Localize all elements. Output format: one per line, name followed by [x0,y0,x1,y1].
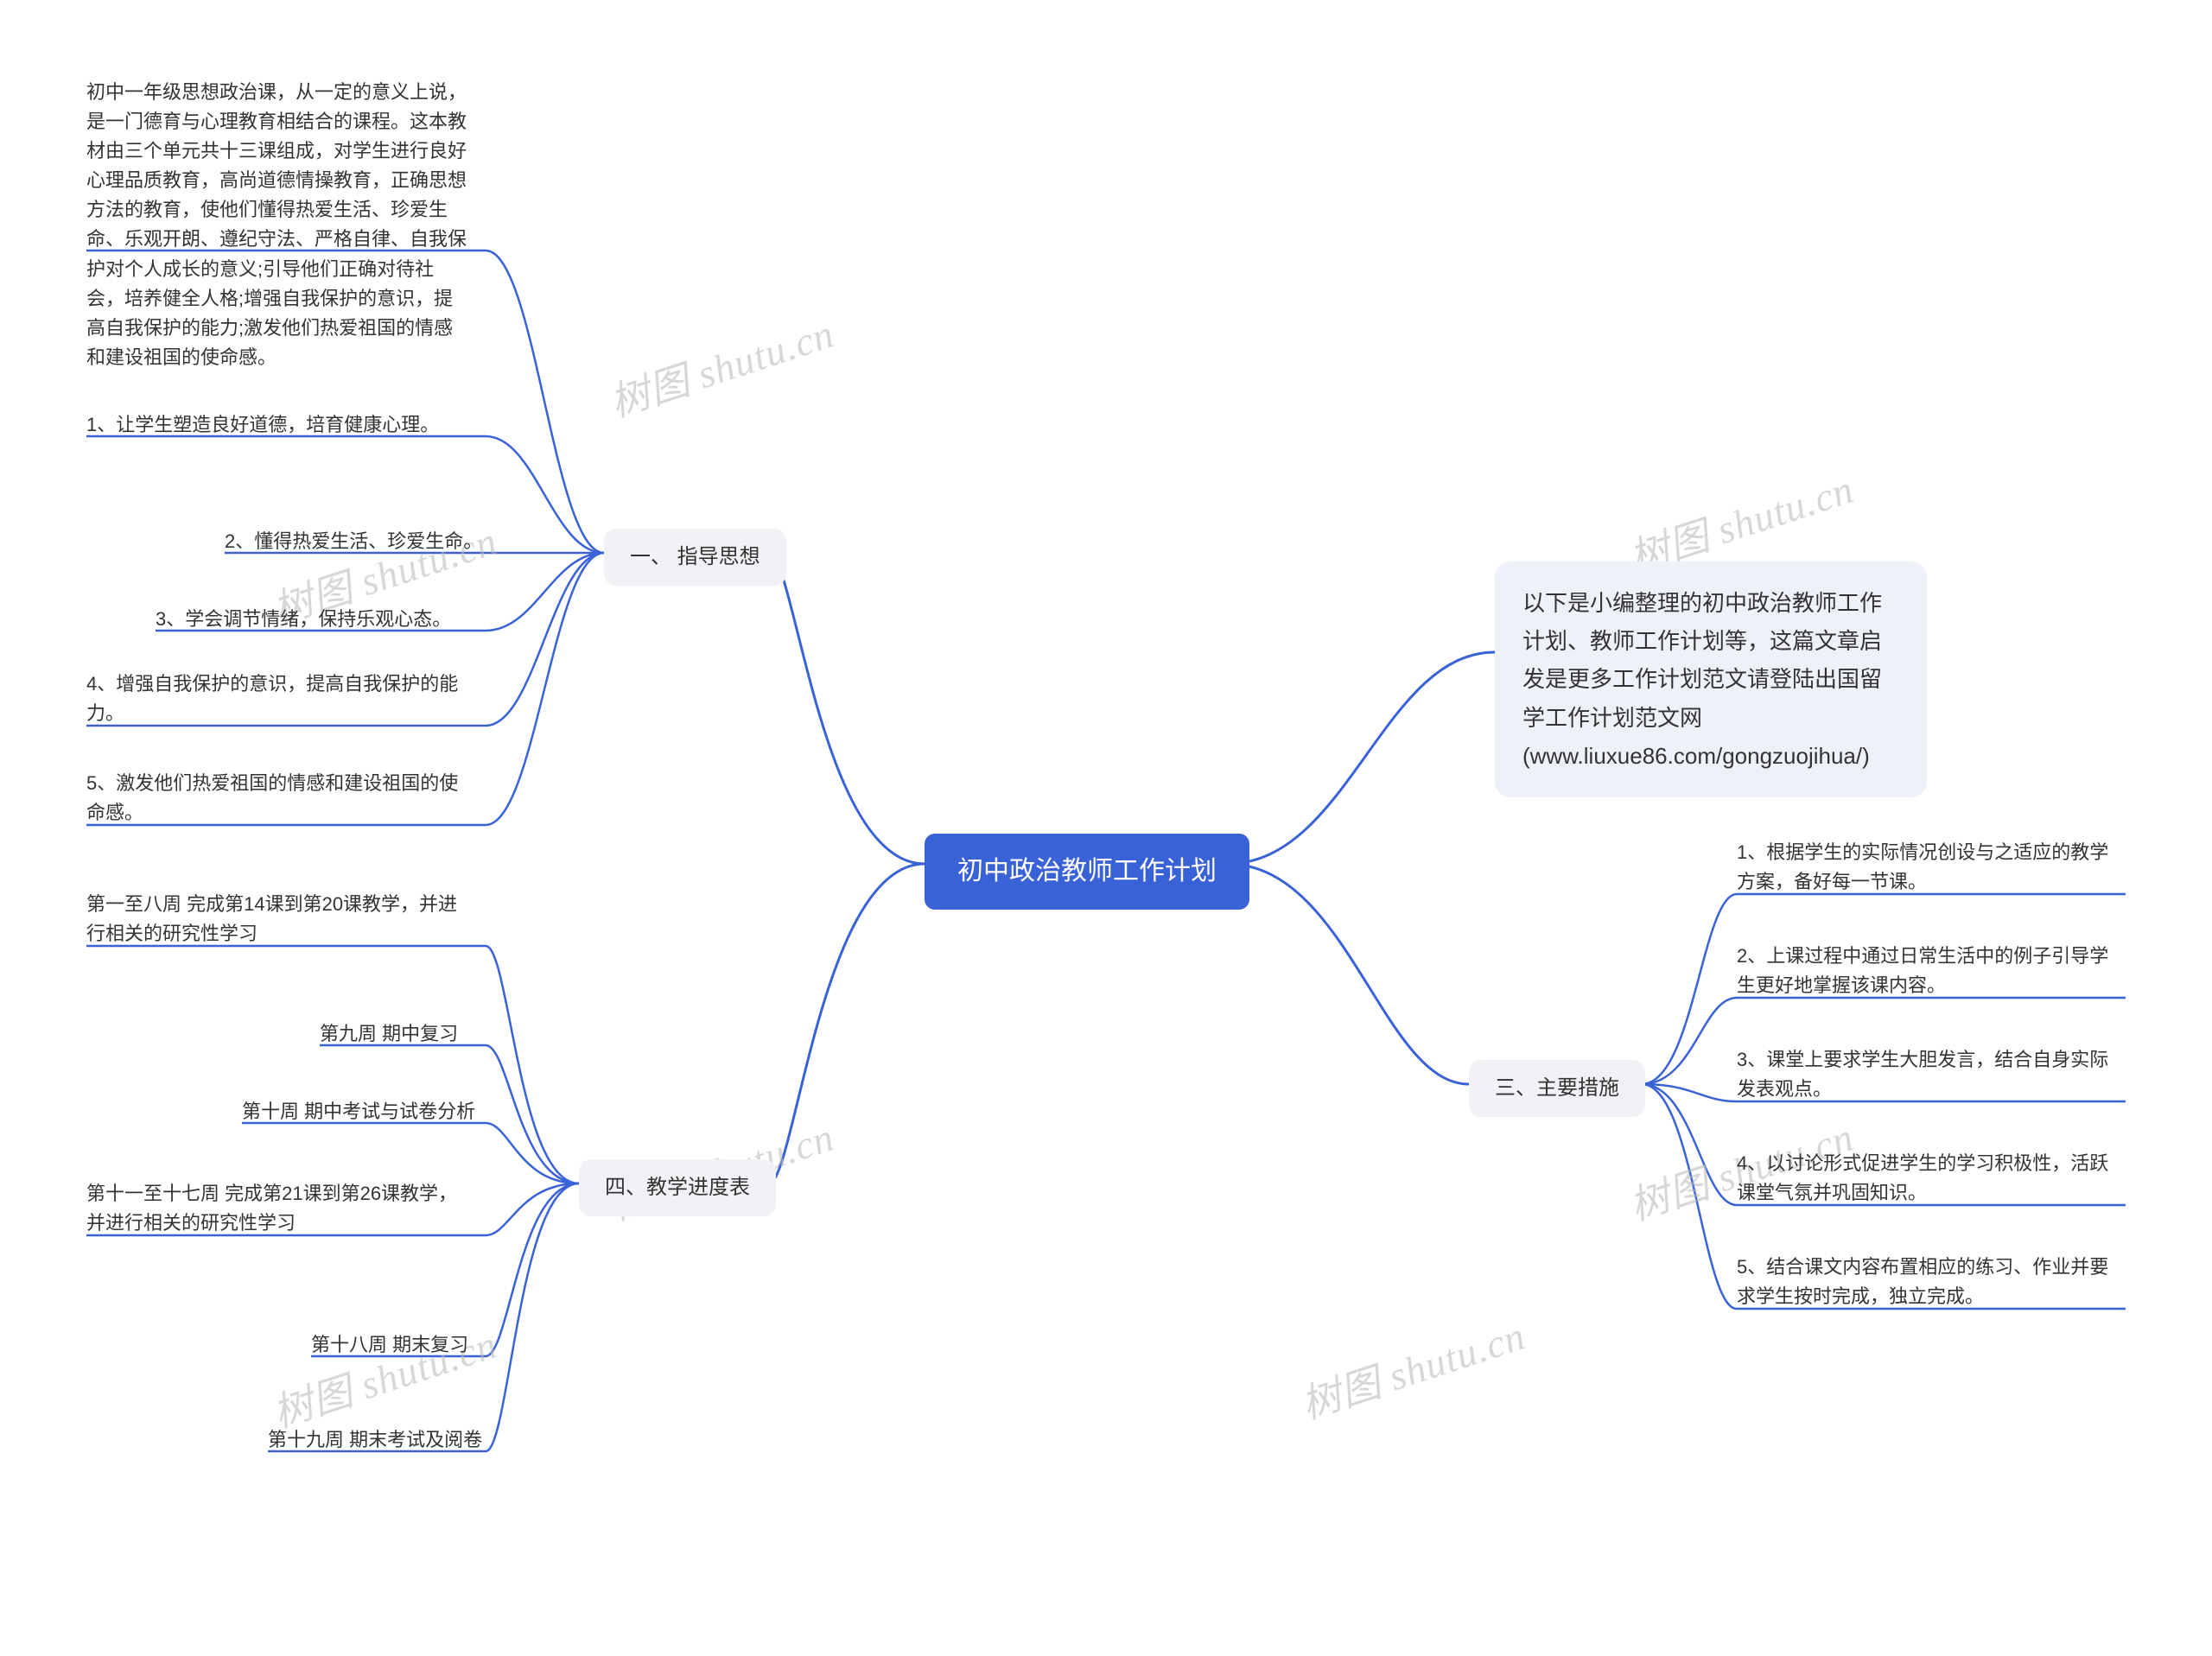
b1-leaf-0: 初中一年级思想政治课，从一定的意义上说，是一门德育与心理教育相结合的课程。这本教… [86,78,467,372]
b4-leaf-1: 第九周 期中复习 [320,1019,458,1049]
b4-leaf-3: 第十一至十七周 完成第21课到第26课教学，并进行相关的研究性学习 [86,1179,467,1238]
branch-guiding-thought[interactable]: 一、 指导思想 [604,529,786,586]
b3-leaf-0: 1、根据学生的实际情况创设与之适应的教学方案，备好每一节课。 [1737,838,2126,897]
watermark: 树图 shutu.cn [601,302,840,428]
b4-leaf-0: 第一至八周 完成第14课到第20课教学，并进行相关的研究性学习 [86,890,467,949]
b3-leaf-3: 4、以讨论形式促进学生的学习积极性，活跃课堂气氛并巩固知识。 [1737,1149,2126,1208]
b3-leaf-2: 3、课堂上要求学生大胆发言，结合自身实际发表观点。 [1737,1045,2126,1104]
b1-leaf-3: 3、学会调节情绪，保持乐观心态。 [156,605,451,634]
b1-leaf-1: 1、让学生塑造良好道德，培育健康心理。 [86,410,439,440]
b1-leaf-4: 4、增强自我保护的意识，提高自我保护的能力。 [86,669,467,728]
b3-leaf-4: 5、结合课文内容布置相应的练习、作业并要求学生按时完成，独立完成。 [1737,1253,2126,1311]
b4-leaf-4: 第十八周 期末复习 [311,1330,468,1360]
intro-node: 以下是小编整理的初中政治教师工作计划、教师工作计划等，这篇文章启发是更多工作计划… [1495,562,1927,797]
center-node[interactable]: 初中政治教师工作计划 [925,834,1249,910]
b1-leaf-5: 5、激发他们热爱祖国的情感和建设祖国的使命感。 [86,769,467,828]
b3-leaf-1: 2、上课过程中通过日常生活中的例子引导学生更好地掌握该课内容。 [1737,942,2126,1000]
b4-leaf-2: 第十周 期中考试与试卷分析 [242,1097,475,1126]
watermark: 树图 shutu.cn [1293,1304,1531,1431]
b1-leaf-2: 2、懂得热爱生活、珍爱生命。 [225,527,482,556]
b4-leaf-5: 第十九周 期末考试及阅卷 [268,1425,482,1455]
branch-schedule[interactable]: 四、教学进度表 [579,1159,776,1216]
branch-measures[interactable]: 三、主要措施 [1469,1060,1645,1117]
